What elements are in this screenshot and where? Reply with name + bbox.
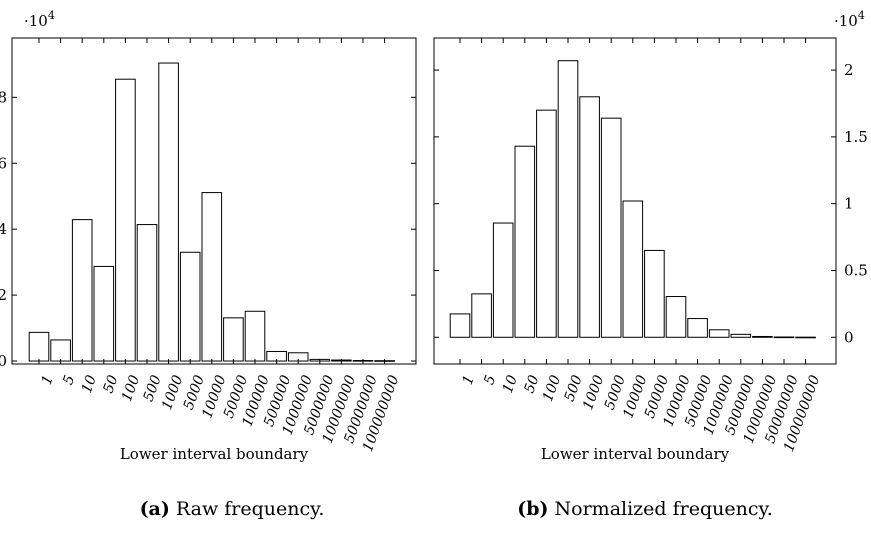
y-tick-label-normalized-3: 1.5	[844, 128, 868, 146]
bar-normalized-1	[449, 313, 471, 338]
bar-raw-500	[136, 224, 158, 362]
caption-tag-b: (b)	[517, 498, 549, 520]
bar-normalized-5000000	[730, 333, 752, 338]
bar-normalized-500	[557, 60, 579, 338]
x-tick-label-normalized-50: 50	[521, 373, 542, 395]
y-tick-label-normalized-4: 2	[844, 61, 854, 79]
x-tick-label-raw-10: 10	[79, 373, 100, 395]
y-tick-label-raw-2: 4	[0, 220, 7, 238]
bar-normalized-50000000	[773, 336, 795, 339]
bar-normalized-10000000	[752, 335, 773, 338]
bar-normalized-100000000	[795, 336, 816, 339]
x-tick-label-raw-5: 5	[60, 373, 78, 387]
bar-raw-50000	[223, 317, 244, 362]
caption-normalized-frequency: (b) Normalized frequency.	[490, 498, 800, 520]
scale-exponent-raw: 4	[48, 9, 55, 22]
bar-raw-1000	[158, 62, 179, 362]
bar-raw-50	[93, 265, 115, 362]
scale-multiplier-normalized: ·104	[834, 9, 865, 30]
bar-normalized-100000	[665, 296, 687, 338]
bar-normalized-10	[492, 222, 514, 338]
y-tick-label-normalized-1: 0.5	[844, 261, 868, 279]
bar-normalized-1000000	[708, 329, 730, 338]
x-tick-label-raw-1: 1	[39, 373, 57, 387]
x-axis-label-raw: Lower interval boundary	[120, 445, 309, 463]
bar-raw-100	[115, 78, 136, 362]
x-tick-label-normalized-10: 10	[500, 373, 521, 395]
scale-exponent-normalized: 4	[858, 9, 865, 22]
bar-normalized-10000	[622, 200, 644, 338]
caption-raw-frequency: (a) Raw frequency.	[82, 498, 382, 520]
normalized-frequency-panel: 1 5 10 501005001000500010000500001000005000…	[433, 9, 868, 463]
bar-normalized-5000	[600, 117, 622, 338]
y-tick-label-normalized-2: 1	[844, 195, 854, 213]
x-tick-label-normalized-1: 1	[460, 373, 478, 387]
scale-multiplier-raw: ·104	[24, 9, 55, 30]
bar-normalized-500000	[687, 318, 708, 338]
x-tick-label-raw-100: 100	[119, 373, 143, 404]
x-tick-label-raw-50: 50	[100, 373, 121, 395]
axis-frame-raw	[11, 37, 417, 365]
bar-normalized-5	[471, 293, 492, 338]
bar-raw-1	[28, 331, 50, 362]
y-tick-label-normalized-0: 0	[844, 328, 854, 346]
raw-frequency-panel: 1 5 10 501005001000500010000500001000005000…	[0, 9, 417, 463]
y-tick-label-raw-3: 6	[0, 154, 7, 172]
caption-text-b: Normalized frequency.	[554, 498, 773, 520]
y-tick-label-raw-0: 0	[0, 352, 7, 370]
bar-raw-5	[50, 339, 71, 362]
x-axis-label-normalized: Lower interval boundary	[541, 445, 730, 463]
y-tick-label-raw-4: 8	[0, 88, 7, 106]
bar-raw-10000	[201, 192, 223, 362]
bar-raw-5000	[179, 251, 201, 362]
bar-raw-10	[71, 219, 93, 362]
caption-text-a: Raw frequency.	[175, 498, 325, 520]
bar-normalized-50	[514, 145, 536, 338]
bar-raw-100000	[244, 310, 266, 362]
caption-tag-a: (a)	[139, 498, 170, 520]
bar-normalized-100	[536, 109, 557, 338]
bar-normalized-1000	[579, 96, 600, 338]
bar-normalized-50000	[644, 249, 665, 338]
axis-frame-normalized	[433, 37, 837, 365]
x-tick-label-normalized-100: 100	[540, 373, 564, 404]
y-tick-label-raw-1: 2	[0, 286, 7, 304]
x-tick-label-normalized-5: 5	[481, 373, 499, 387]
